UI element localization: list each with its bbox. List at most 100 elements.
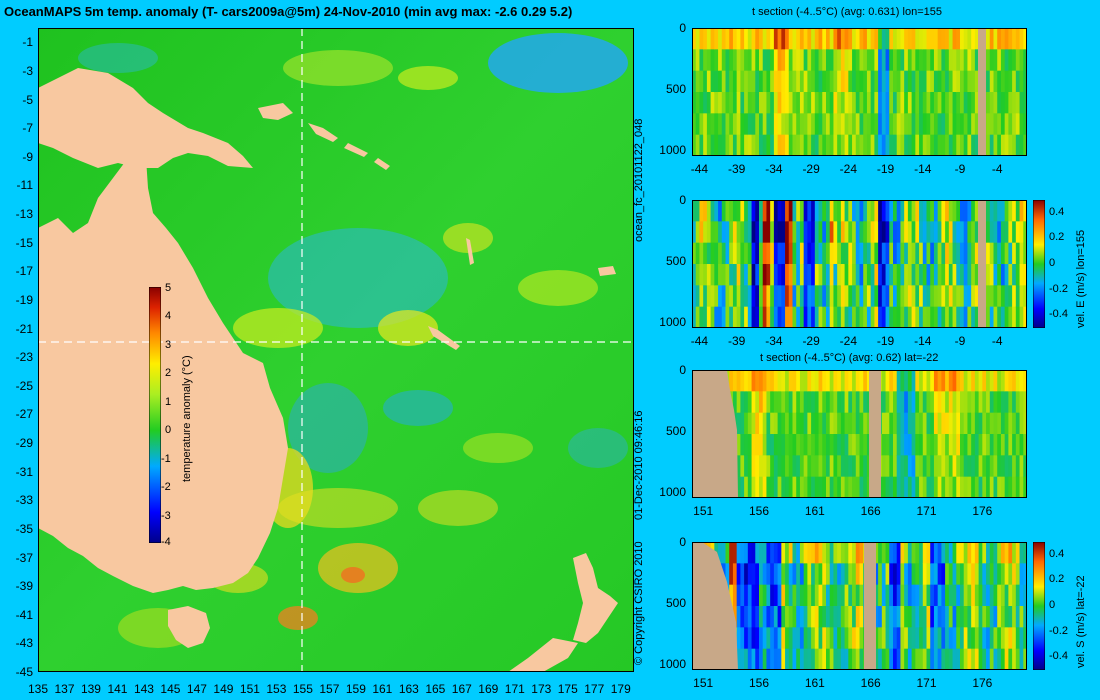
section-x-tick: 176 [972,676,993,690]
cbar-tick: -3 [161,510,171,522]
panel1-title: t section (-4..5°C) (avg: 0.631) lon=155 [752,6,942,18]
section-x-tick: 176 [972,504,993,518]
colorbar-tick: 0.2 [1049,231,1065,244]
timestamp-label: 01-Dec-2010 09:46:16 [633,410,645,520]
colorbar-label: temperature anomaly (°C) [181,355,193,482]
section-y-tick: 500 [665,423,686,438]
section-x-tick: 151 [693,676,714,690]
section-x-tick: 171 [916,676,937,690]
main-map [38,28,634,672]
y-tick-label: -45 [15,665,33,679]
colorbar-tick: 0.2 [1049,573,1065,586]
cbar-tick: 4 [165,310,172,322]
x-tick-label: 161 [372,682,393,696]
y-tick-label: -13 [15,207,33,222]
cbar-tick: 0 [165,424,172,436]
y-tick-label: -27 [15,407,33,422]
nz-north-island [573,553,618,643]
colorbar-tick: 0.4 [1049,205,1065,218]
colorbar-tick: 0.4 [1049,547,1065,560]
section-x-tick: -44 [690,334,709,348]
colorbar-tick: 0 [1049,257,1056,269]
section-x-tick: -14 [914,334,932,348]
y-tick-label: -7 [22,121,33,136]
y-tick-label: -1 [22,35,33,50]
vel-s-colorbar [1033,542,1045,670]
x-tick-label: 135 [27,682,49,696]
y-tick-label: -43 [15,636,33,651]
y-tick-label: -17 [15,264,33,279]
tasmania [168,606,210,648]
lon-temp-section [692,28,1027,156]
colorbar-tick: -0.2 [1049,624,1068,637]
australia [38,138,288,593]
cbar-tick: -4 [161,536,171,548]
section-x-tick: -9 [954,162,966,176]
y-tick-label: -21 [15,321,33,336]
section-x-tick: -34 [765,334,783,348]
section-y-tick: 0 [679,21,686,35]
section-y-tick: 1000 [659,656,686,671]
land-masses [38,68,618,672]
section-x-tick: -9 [954,334,966,348]
y-tick-label: -3 [22,63,33,78]
cbar-tick: -1 [161,453,171,465]
x-tick-label: 153 [266,682,287,696]
y-tick-label: -41 [15,607,33,622]
fiji [598,266,616,276]
section-x-tick: -14 [914,162,932,176]
y-tick-label: -39 [15,579,33,594]
x-tick-label: 143 [133,682,154,696]
section-y-tick: 0 [679,363,686,377]
x-tick-label: 173 [531,682,552,696]
section-x-tick: 166 [860,676,881,690]
section-y-tick: 1000 [659,314,686,329]
section-x-tick: -24 [839,162,857,176]
x-tick-label: 163 [398,682,419,696]
x-tick-label: 159 [345,682,366,696]
x-tick-label: 141 [107,682,128,696]
main-title: OceanMAPS 5m temp. anomaly (T- cars2009a… [4,4,573,19]
x-tick-label: 145 [160,682,181,696]
section-x-tick: 161 [804,676,825,690]
temp-colorbar [149,287,161,543]
section-x-tick: 166 [860,504,881,518]
temp-colorbar-ticks: 5 4 3 2 1 0 -1 -2 -3 -4 [161,282,179,552]
y-tick-label: -35 [15,521,33,536]
y-tick-label: -11 [16,178,33,193]
x-tick-label: 137 [54,682,75,696]
cbar-tick: 1 [165,396,172,408]
y-tick-label: -25 [15,378,33,393]
section-y-tick: 500 [665,595,686,610]
section-x-tick: -29 [802,334,820,348]
run-id-label: ocean_fc_20101122_048 [633,118,645,242]
y-tick-label: -31 [15,464,33,479]
x-tick-label: 169 [478,682,499,696]
colorbar-tick: -0.4 [1049,308,1068,321]
x-tick-label: 167 [451,682,472,696]
section-x-tick: -29 [802,162,820,176]
section-x-tick: -39 [727,334,746,348]
y-tick-label: -15 [15,235,33,250]
x-tick-label: 151 [239,682,260,696]
colorbar-tick: -0.2 [1049,282,1068,295]
vel-e-colorbar [1033,200,1045,328]
section-x-tick: -4 [991,334,1003,348]
y-tick-label: -33 [15,493,33,508]
section-x-tick: -39 [727,162,746,176]
y-tick-label: -9 [22,149,33,164]
section-x-tick: -24 [839,334,857,348]
section-y-tick: 0 [679,193,686,207]
x-tick-label: 155 [292,682,313,696]
lat-vel-section [692,542,1027,670]
x-tick-label: 165 [425,682,446,696]
vel-e-label: vel. E (m/s) lon=155 [1075,229,1087,328]
nz-south-island [508,638,578,672]
colorbar-tick: 0 [1049,599,1056,611]
x-tick-label: 139 [80,682,101,696]
section-y-tick: 500 [665,253,686,268]
section-x-tick: 156 [748,504,770,518]
section-x-tick: 151 [693,504,714,518]
section-x-tick: -4 [991,162,1003,176]
y-tick-label: -5 [22,92,33,107]
